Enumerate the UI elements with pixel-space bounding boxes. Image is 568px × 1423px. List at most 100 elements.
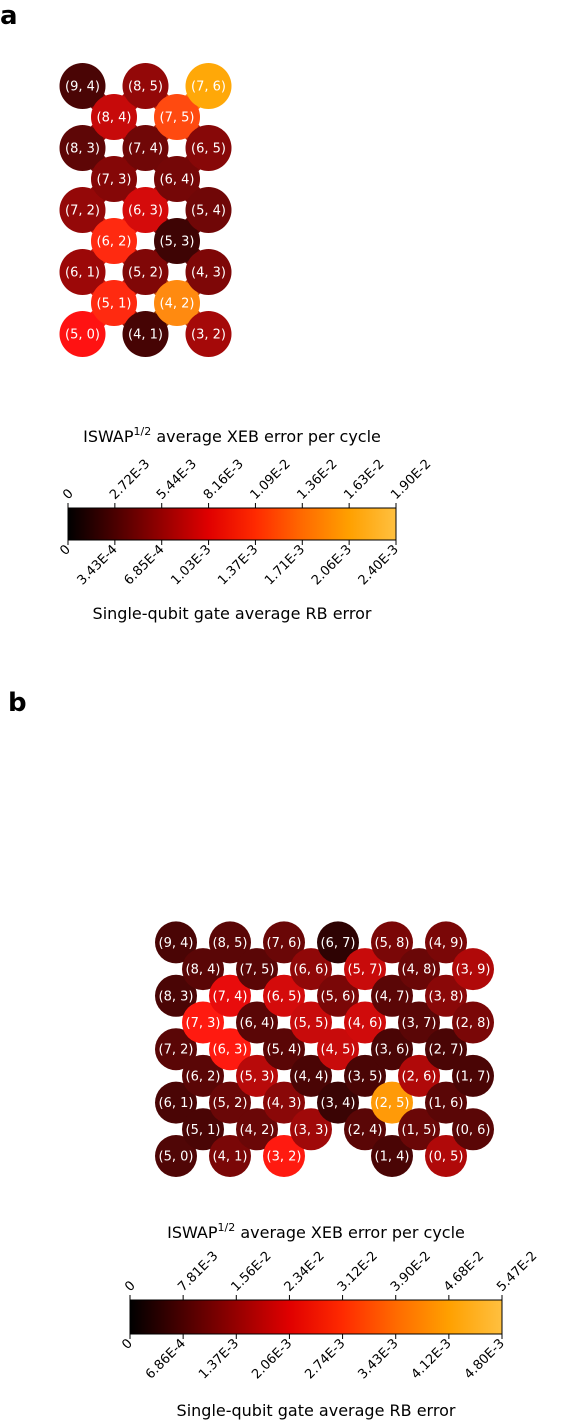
qubit-circle [154,280,200,326]
top-tick-label: 1.56E-2 [229,1249,275,1295]
qubit-node: (4, 9) [425,921,467,964]
colorbar: ISWAP1/2 average XEB error per cycle 0 2.7… [57,425,434,623]
qubit-label: (8, 4) [186,963,221,978]
bottom-tick-label: 1.71E-3 [262,542,308,588]
qubit-circle [155,1135,197,1177]
qubit-label: (8, 5) [213,936,248,951]
qubit-circle [236,1108,278,1151]
bottom-tick-label: 0 [119,1336,135,1352]
qubit-circle [344,1108,386,1151]
qubit-label: (6, 6) [294,963,329,978]
qubit-label: (6, 5) [191,142,226,157]
qubit-label: (5, 6) [321,989,356,1004]
qubit-node: (3, 2) [263,1135,305,1177]
panel-letter: a [0,1,18,31]
bottom-tick-label: 0 [57,542,73,558]
qubit-circle [59,125,106,171]
qubit-label: (3, 3) [294,1123,329,1138]
qubit-label: (7, 2) [65,204,100,219]
qubit-circle [290,1001,332,1044]
colorbar-bottom-label: Single-qubit gate average RB error [93,604,372,623]
qubit-label: (6, 3) [128,204,163,219]
qubit-label: (5, 4) [267,1043,302,1058]
qubit-node: (5, 5) [290,1001,332,1044]
qubit-label: (5, 1) [97,297,132,312]
qubit-circle [155,921,197,964]
qubit-circle [398,948,440,991]
qubit-label: (0, 6) [456,1123,491,1138]
qubit-circle [452,948,494,991]
qubit-circle [452,1001,494,1044]
qubit-circle [185,63,232,109]
qubit-label: (4, 4) [294,1069,329,1084]
qubit-label: (7, 5) [240,963,275,978]
qubit-node: (2, 7) [425,1028,467,1071]
qubit-circle [344,1054,386,1097]
bottom-tick-label: 4.80E-3 [462,1336,508,1382]
top-tick-label: 0 [122,1278,138,1294]
qubit-circle [452,1108,494,1151]
qubit-circle [59,249,106,295]
qubit-circle [317,921,359,964]
qubit-label: (8, 5) [128,80,163,95]
qubit-circle [182,1001,224,1044]
qubit-node: (1, 4) [371,1135,413,1177]
qubit-node: (7, 2) [59,187,106,233]
top-tick-label: 2.34E-2 [282,1249,328,1295]
qubit-circle [209,1028,251,1071]
colorbar-bottom-label: Single-qubit gate average RB error [177,1401,456,1420]
qubit-node: (6, 3) [122,187,169,233]
qubit-label: (1, 7) [456,1069,491,1084]
qubit-node: (4, 7) [371,974,413,1017]
qubit-node: (5, 6) [317,974,359,1017]
qubit-circle [236,948,278,991]
qubit-layer: (9, 4) (8, 3) (8, 4) (8, 5) (7, 2) (7, 3) (7, … [59,63,232,357]
top-tick-label: 8.16E-3 [201,457,247,503]
qubit-label: (3, 6) [375,1043,410,1058]
qubit-label: (4, 9) [429,936,464,951]
qubit-label: (4, 3) [191,266,226,281]
qubit-node: (7, 3) [91,156,137,202]
qubit-circle [425,1135,467,1177]
qubit-label: (6, 1) [159,1096,194,1111]
qubit-node: (3, 5) [344,1054,386,1097]
qubit-circle [452,1054,494,1097]
bottom-tick-label: 2.74E-3 [302,1336,348,1382]
qubit-circle [209,1081,251,1124]
qubit-circle [154,94,200,140]
qubit-node: (6, 1) [59,249,106,295]
panel-b: b (9, 4) (8, 3) (8, 4) (8, 5) (7, 2) (7, 3) (7… [8,688,540,1420]
bottom-tick-label: 4.12E-3 [409,1336,455,1382]
qubit-node: (5, 3) [236,1054,278,1097]
qubit-circle [185,125,232,171]
qubit-circle [398,1054,440,1097]
qubit-label: (4, 1) [213,1150,248,1165]
qubit-circle [263,1135,305,1177]
qubit-node: (5, 8) [371,921,413,964]
top-tick-label: 1.36E-2 [295,457,341,503]
qubit-node: (4, 3) [185,249,232,295]
qubit-node: (4, 8) [398,948,440,991]
qubit-label: (1, 5) [402,1123,437,1138]
qubit-label: (4, 3) [267,1096,302,1111]
bottom-tick-label: 3.43E-4 [75,542,121,588]
top-tick-label: 1.90E-2 [388,457,434,503]
qubit-node: (6, 1) [155,1081,197,1124]
qubit-label: (8, 3) [159,989,194,1004]
colorbar-title: ISWAP1/2 average XEB error per cycle [83,425,381,446]
qubit-node: (1, 7) [452,1054,494,1097]
qubit-label: (6, 3) [213,1043,248,1058]
qubit-label: (5, 3) [240,1069,275,1084]
qubit-node: (6, 5) [263,974,305,1017]
qubit-label: (2, 4) [348,1123,383,1138]
qubit-circle [91,94,137,140]
qubit-node: (3, 9) [452,948,494,991]
qubit-label: (4, 5) [321,1043,356,1058]
qubit-node: (5, 0) [59,311,106,357]
qubit-node: (2, 6) [398,1054,440,1097]
qubit-label: (2, 8) [456,1016,491,1031]
bottom-tick-label: 6.86E-4 [143,1336,189,1382]
qubit-label: (5, 3) [160,235,195,250]
qubit-circle [263,1081,305,1124]
